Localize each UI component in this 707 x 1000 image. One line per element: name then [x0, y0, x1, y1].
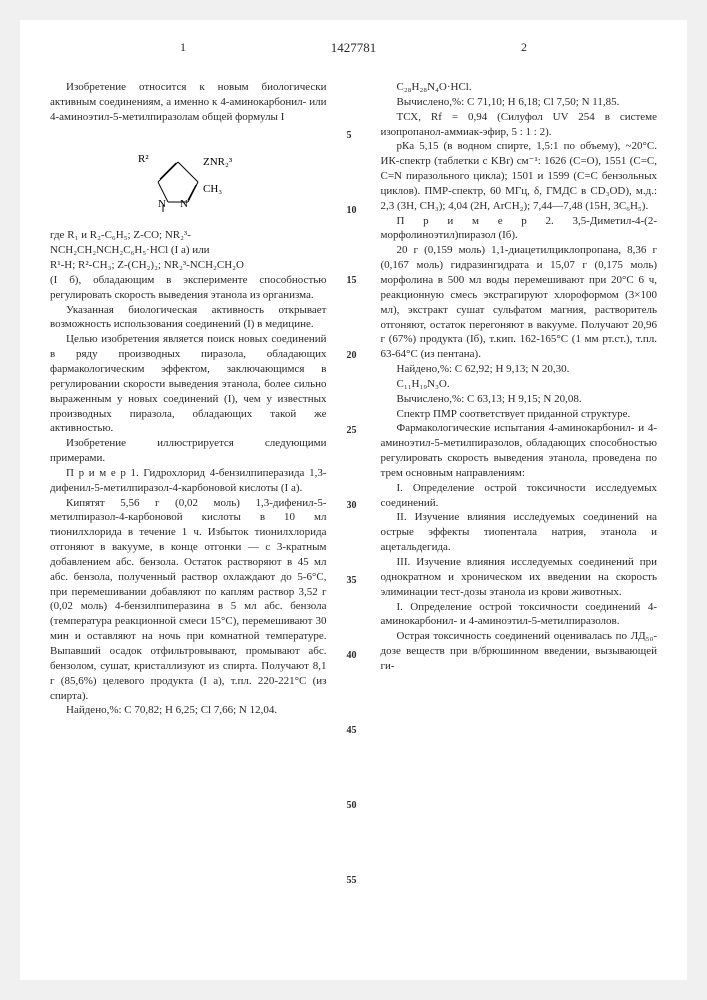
formula-line: R¹-H; R²-CH₃; Z-(CH₂)₂; NR₂³-NCH₂CH₂O: [50, 258, 327, 273]
svg-text:N: N: [158, 198, 166, 210]
paragraph: Вычислено,%: С 63,13; Н 9,15; N 20,08.: [381, 392, 658, 407]
paragraph: рКа 5,15 (в водном спирте, 1,5:1 по объе…: [381, 139, 658, 213]
paragraph: П р и м е р 1. Гидрохлорид 4-бензилпипер…: [50, 466, 327, 496]
paragraph: 20 г (0,159 моль) 1,1-диацетилциклопропа…: [381, 243, 658, 362]
text-columns: Изобретение относится к новым биологичес…: [50, 80, 657, 718]
patent-number: 1427781: [331, 40, 377, 56]
paragraph: I. Определение острой токсичности исслед…: [381, 481, 658, 511]
document-page: 1 1427781 2 Изобретение относится к новы…: [20, 20, 687, 980]
chemical-formula: R² ZNR₂³ N N CH₃ R¹: [50, 133, 327, 221]
line-number: 20: [347, 350, 357, 361]
paragraph: III. Изучение влияния исследуемых соедин…: [381, 555, 658, 600]
svg-text:CH₃: CH₃: [203, 183, 222, 195]
paragraph: C₂₈H₂₈N₄O·HCl.: [381, 80, 658, 95]
line-number: 30: [347, 500, 357, 511]
left-column: Изобретение относится к новым биологичес…: [50, 80, 327, 718]
line-number: 50: [347, 800, 357, 811]
paragraph: Целью изобретения является поиск новых с…: [50, 332, 327, 436]
paragraph: Найдено,%: С 62,92; Н 9,13; N 20,30.: [381, 362, 658, 377]
line-number: 10: [347, 205, 357, 216]
paragraph: П р и м е р 2. 3,5-Диметил-4-(2-морфолин…: [381, 214, 658, 244]
formula-where: где R₁ и R₂-C₆H₅; Z-CO; NR₂³-: [50, 228, 327, 243]
paragraph: Острая токсичность соединений оценивалас…: [381, 629, 658, 674]
svg-text:R²: R²: [138, 153, 149, 165]
line-number: 55: [347, 875, 357, 886]
paragraph: Фармакологические испытания 4-аминокарбо…: [381, 421, 658, 480]
page-header: 1 1427781 2: [50, 40, 657, 70]
paragraph: Изобретение иллюстрируется следующими пр…: [50, 436, 327, 466]
paragraph: Спектр ПМР соответствует приданной струк…: [381, 407, 658, 422]
page-number-left: 1: [180, 40, 186, 55]
paragraph: Найдено,%: С 70,82; Н 6,25; Cl 7,66; N 1…: [50, 703, 327, 718]
paragraph: ТСХ, Rf = 0,94 (Силуфол UV 254 в системе…: [381, 110, 658, 140]
formula-line: NCH₂CH₂NCH₂C₆H₅·HCl (I а) или: [50, 243, 327, 258]
line-number: 35: [347, 575, 357, 586]
right-column: C₂₈H₂₈N₄O·HCl. Вычислено,%: С 71,10; Н 6…: [381, 80, 658, 718]
page-number-right: 2: [521, 40, 527, 55]
line-number-gutter: 5 10 15 20 25 30 35 40 45 50 55: [347, 80, 361, 718]
paragraph: Вычислено,%: С 71,10; Н 6,18; Cl 7,50; N…: [381, 95, 658, 110]
line-number: 40: [347, 650, 357, 661]
paragraph: II. Изучение влияния исследуемых соедине…: [381, 510, 658, 555]
line-number: 25: [347, 425, 357, 436]
line-number: 5: [347, 130, 352, 141]
svg-text:ZNR₂³: ZNR₂³: [203, 156, 233, 168]
paragraph: С₁₁Н₁₉N₃О.: [381, 377, 658, 392]
paragraph: I. Определение острой токсичности соедин…: [381, 600, 658, 630]
line-number: 15: [347, 275, 357, 286]
paragraph: (I б), обладающим в эксперименте способн…: [50, 273, 327, 303]
line-number: 45: [347, 725, 357, 736]
paragraph: Изобретение относится к новым биологичес…: [50, 80, 327, 125]
svg-text:N: N: [180, 198, 188, 210]
paragraph: Кипятят 5,56 г (0,02 моль) 1,3-дифенил-5…: [50, 496, 327, 704]
paragraph: Указанная биологическая активность откры…: [50, 303, 327, 333]
